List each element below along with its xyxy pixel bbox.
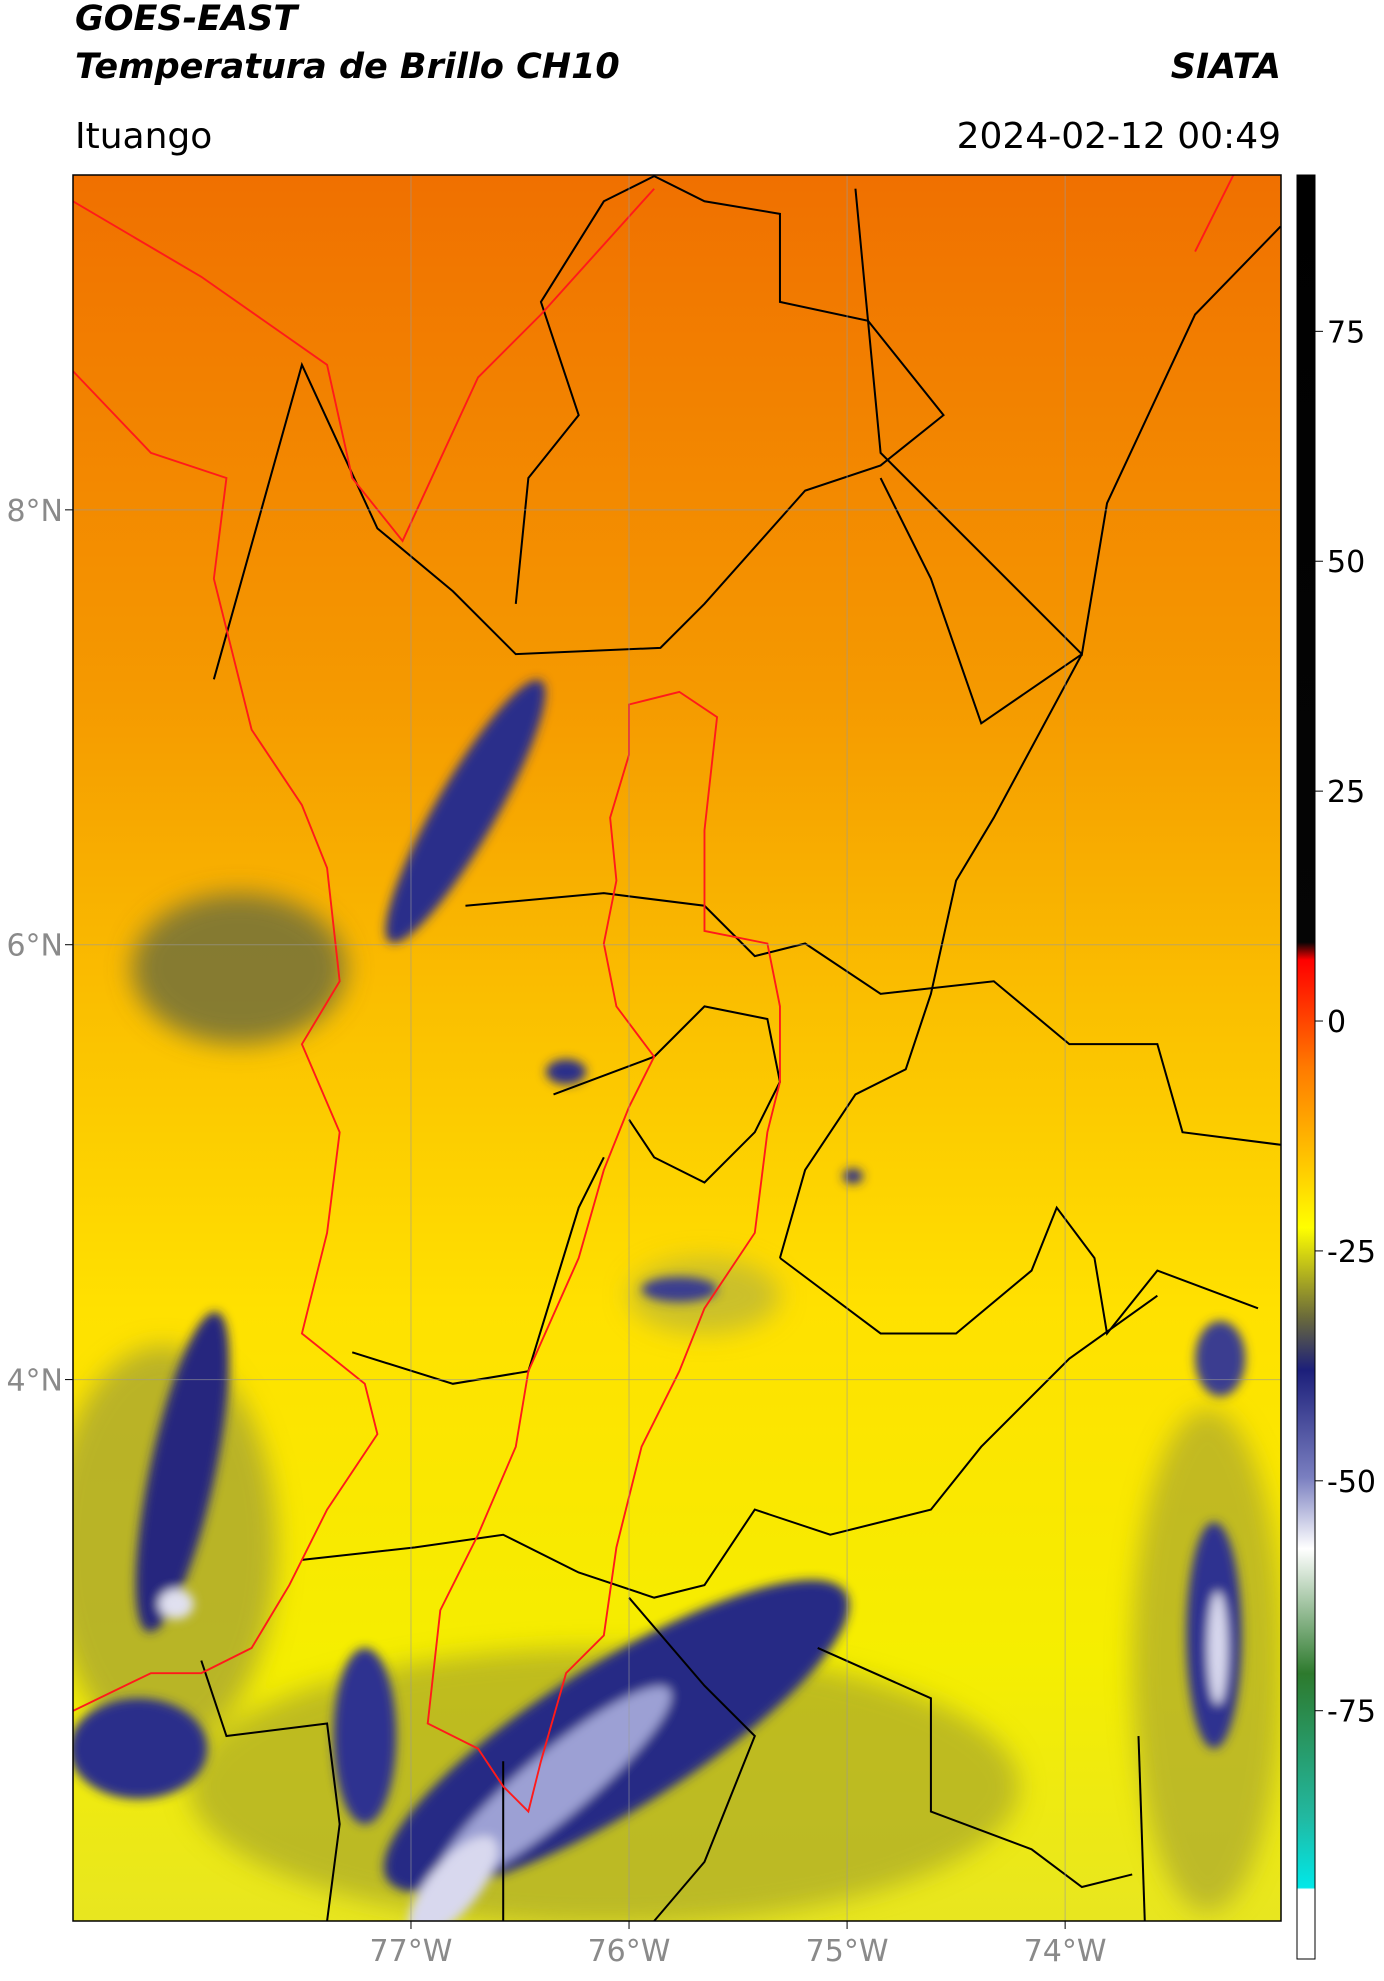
colorbar-tick-label: 0 (1327, 1005, 1346, 1040)
subtitle: Temperatura de Brillo CH10 (75, 47, 620, 87)
source: SIATA (1171, 47, 1281, 87)
y-tick-label: 6°N (6, 929, 63, 964)
map (73, 175, 1281, 1921)
y-tick-label: 8°N (6, 494, 63, 529)
colorbar-tick-label: -25 (1327, 1235, 1376, 1270)
datetime: 2024-02-12 00:49 (957, 116, 1281, 157)
grid (73, 175, 1281, 1921)
cloud-field (73, 175, 1281, 1921)
x-tick-label: 74°W (1024, 1934, 1107, 1969)
location: Ituango (75, 116, 212, 157)
y-tick-label: 4°N (6, 1364, 63, 1399)
title: GOES-EAST (75, 0, 300, 39)
x-tick-label: 75°W (806, 1934, 889, 1969)
x-tick-label: 77°W (370, 1934, 453, 1969)
colorbar-tick-label: -75 (1327, 1695, 1376, 1730)
map-frame (72, 174, 1282, 1922)
colorbar-tick-label: 75 (1327, 315, 1365, 350)
colorbar-tick-label: -50 (1327, 1465, 1376, 1500)
colorbar (1296, 174, 1316, 1960)
colorbar-tick-label: 25 (1327, 775, 1365, 810)
colorbar-tick-label: 50 (1327, 545, 1365, 580)
x-tick-label: 76°W (588, 1934, 671, 1969)
